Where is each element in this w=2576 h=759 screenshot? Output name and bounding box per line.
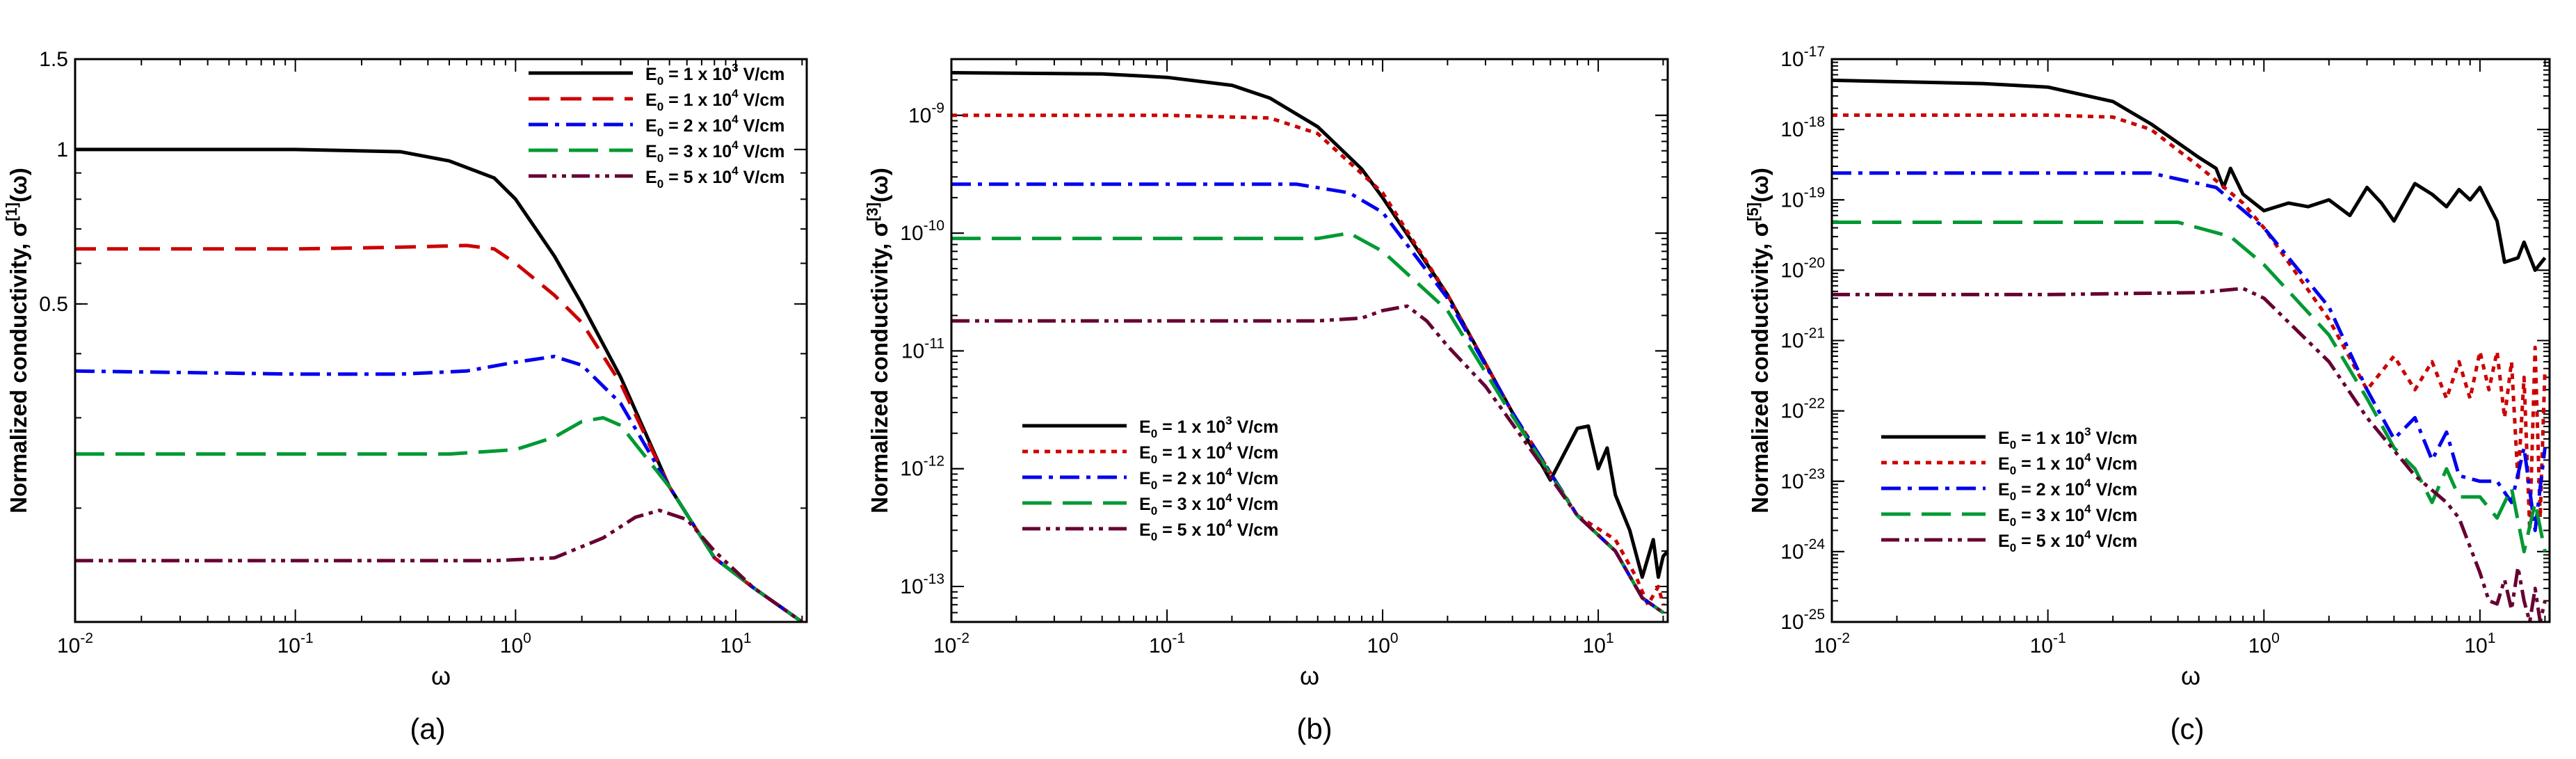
panel-label: (b) [1296, 712, 1332, 745]
y-axis-label: Normalized conductivity, σ[3](ω) [864, 168, 892, 513]
y-tick-label: 10-24 [1780, 536, 1825, 564]
y-tick-label: 10-25 [1780, 607, 1825, 634]
y-tick-label: 10-18 [1780, 114, 1825, 141]
legend-label-5: E0 = 5 x 104 V/cm [1139, 517, 1278, 543]
y-tick-label: 10-12 [900, 454, 944, 481]
legend-label-1: E0 = 1 x 103 V/cm [645, 61, 784, 88]
legend-label-5: E0 = 5 x 104 V/cm [1998, 528, 2137, 554]
y-axis-label: Normalized conductivity, σ[1](ω) [3, 168, 31, 513]
x-tick-label: 10-2 [57, 630, 93, 657]
series-line-5 [75, 509, 803, 622]
legend-label-2: E0 = 1 x 104 V/cm [1998, 451, 2137, 477]
x-tick-label: 10-1 [277, 630, 314, 657]
y-tick-label: 10-10 [900, 218, 944, 245]
y-tick-label: 1.5 [39, 48, 68, 71]
series-line-1 [1832, 78, 2547, 272]
legend-label-3: E0 = 2 x 104 V/cm [1139, 465, 1278, 492]
x-axis: 10-2 10-1 100 101 [1814, 59, 2546, 657]
panel-label: (a) [410, 712, 445, 745]
chart-panel-2: 10-2 10-1 100 101 10-13 10-12 10-11 10-10 10-9 E0… [864, 58, 1669, 745]
series-line-2 [1832, 113, 2547, 532]
panel-label: (c) [2171, 712, 2205, 745]
legend-label-2: E0 = 1 x 104 V/cm [645, 87, 784, 113]
x-tick-label: 100 [2248, 630, 2280, 657]
y-tick-label: 0.5 [39, 293, 68, 316]
series-line-5 [1832, 287, 2547, 622]
x-tick-label: 101 [720, 630, 751, 657]
legend-label-3: E0 = 2 x 104 V/cm [1998, 477, 2137, 503]
y-tick-label: 10-9 [908, 100, 944, 127]
y-axis-label: Normalized conductivity, σ[5](ω) [1744, 168, 1773, 513]
y-tick-label: 10-21 [1780, 326, 1825, 353]
legend-label-3: E0 = 2 x 104 V/cm [645, 113, 784, 139]
x-tick-label: 100 [500, 630, 531, 657]
y-tick-label: 10-19 [1780, 184, 1825, 211]
legend-label-1: E0 = 1 x 103 V/cm [1998, 425, 2137, 452]
series-line-2 [951, 113, 1665, 607]
y-tick-label: 10-11 [901, 335, 944, 362]
series-line-3 [75, 354, 803, 622]
series-line-3 [951, 182, 1664, 614]
legend-label-5: E0 = 5 x 104 V/cm [645, 164, 784, 191]
series-line-4 [75, 416, 803, 622]
plot-frame [74, 58, 808, 623]
y-tick-label: 10-20 [1780, 255, 1825, 282]
y-tick-label: 10-22 [1780, 396, 1825, 423]
series-line-2 [75, 243, 803, 622]
series-group [1832, 78, 2547, 622]
y-tick-label: 10-13 [900, 571, 944, 598]
x-tick-label: 10-1 [2030, 630, 2066, 657]
legend-label-4: E0 = 3 x 104 V/cm [645, 138, 784, 165]
x-axis-label: ω [2181, 662, 2200, 690]
series-group [951, 71, 1668, 614]
x-tick-label: 101 [2464, 630, 2495, 657]
legend-label-1: E0 = 1 x 103 V/cm [1139, 414, 1278, 440]
x-tick-label: 10-2 [933, 630, 969, 657]
x-axis: 10-2 10-1 100 101 [933, 59, 1664, 657]
x-axis-label: ω [1300, 662, 1319, 690]
x-axis-label: ω [431, 662, 451, 690]
series-line-3 [1832, 171, 2547, 532]
x-tick-label: 100 [1367, 630, 1399, 657]
y-tick-label: 10-17 [1780, 44, 1825, 71]
series-line-1 [75, 147, 803, 622]
legend-label-4: E0 = 3 x 104 V/cm [1139, 491, 1278, 518]
plot-frame [1830, 58, 2551, 623]
series-line-4 [951, 231, 1664, 614]
series-group [75, 147, 803, 622]
legend-label-4: E0 = 3 x 104 V/cm [1998, 502, 2137, 529]
x-tick-label: 101 [1583, 630, 1614, 657]
plot-frame [950, 58, 1669, 623]
series-line-5 [951, 304, 1664, 614]
x-tick-label: 10-1 [1149, 630, 1185, 657]
x-axis: 10-2 10-1 100 101 [57, 59, 803, 657]
legend-label-2: E0 = 1 x 104 V/cm [1139, 440, 1278, 466]
chart-panel-3: 10-2 10-1 100 10110-2510-2410-2310-2210-211… [1744, 44, 2551, 745]
y-axis: 0.5 1 1.5 [39, 48, 807, 509]
series-line-1 [951, 71, 1668, 580]
x-tick-label: 10-2 [1814, 630, 1850, 657]
series-line-4 [1832, 221, 2547, 554]
y-tick-label: 10-23 [1780, 466, 1825, 493]
y-axis: 10-13 10-12 10-11 10-10 10-9 [900, 58, 1668, 623]
y-tick-label: 1 [56, 138, 68, 161]
